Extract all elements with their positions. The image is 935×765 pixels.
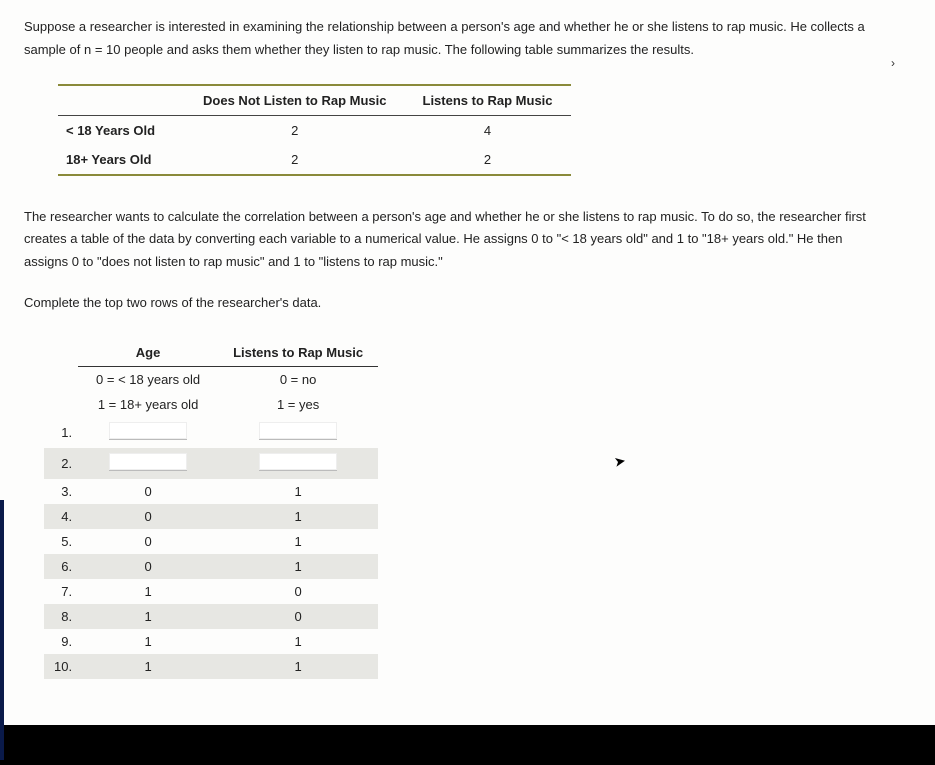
row-age-cell: 1 xyxy=(78,629,218,654)
dt-listen-key1: 1 = yes xyxy=(218,392,378,417)
data-table: Age Listens to Rap Music 0 = < 18 years … xyxy=(44,339,378,679)
dt-idx-header xyxy=(44,339,78,367)
row-age-cell: 0 xyxy=(78,529,218,554)
margin-note-mark: › xyxy=(891,56,895,70)
row-age-cell: 0 xyxy=(78,554,218,579)
row-age-cell: 0 xyxy=(78,479,218,504)
row-index: 10. xyxy=(44,654,78,679)
row-listen-cell[interactable] xyxy=(218,417,378,448)
dt-age-key0: 0 = < 18 years old xyxy=(78,366,218,392)
ct-r1c1: 2 xyxy=(185,115,404,145)
data-table-wrap: Age Listens to Rap Music 0 = < 18 years … xyxy=(44,339,911,679)
ct-r2c2: 2 xyxy=(405,145,571,175)
row-index: 7. xyxy=(44,579,78,604)
row-age-cell[interactable] xyxy=(78,417,218,448)
row-index: 5. xyxy=(44,529,78,554)
dt-blank xyxy=(44,366,78,392)
dt-listen-header: Listens to Rap Music xyxy=(218,339,378,367)
row-listen-cell: 0 xyxy=(218,579,378,604)
cursor-icon: ➤ xyxy=(613,452,628,471)
dt-age-header: Age xyxy=(78,339,218,367)
ct-col1-header: Does Not Listen to Rap Music xyxy=(185,85,404,116)
table-row: 6.01 xyxy=(44,554,378,579)
ct-col2-header: Listens to Rap Music xyxy=(405,85,571,116)
ct-row1-label: < 18 Years Old xyxy=(58,115,185,145)
row-age-cell: 1 xyxy=(78,604,218,629)
row-listen-cell: 1 xyxy=(218,629,378,654)
row-listen-cell: 0 xyxy=(218,604,378,629)
listen-input-blank[interactable] xyxy=(259,422,337,440)
ct-corner xyxy=(58,85,185,116)
table-row: 5.01 xyxy=(44,529,378,554)
instruction-text: Complete the top two rows of the researc… xyxy=(24,292,911,315)
row-index: 6. xyxy=(44,554,78,579)
table-row: 7.10 xyxy=(44,579,378,604)
dt-age-key1: 1 = 18+ years old xyxy=(78,392,218,417)
row-index: 1. xyxy=(44,417,78,448)
mid-line-2: creates a table of the data by convertin… xyxy=(24,231,842,246)
table-row: 4.01 xyxy=(44,504,378,529)
row-listen-cell: 1 xyxy=(218,529,378,554)
row-listen-cell[interactable] xyxy=(218,448,378,479)
row-index: 4. xyxy=(44,504,78,529)
dt-blank2 xyxy=(44,392,78,417)
row-listen-cell: 1 xyxy=(218,479,378,504)
row-listen-cell: 1 xyxy=(218,654,378,679)
ct-r1c2: 4 xyxy=(405,115,571,145)
row-listen-cell: 1 xyxy=(218,554,378,579)
row-listen-cell: 1 xyxy=(218,504,378,529)
table-row: 3.01 xyxy=(44,479,378,504)
row-age-cell: 1 xyxy=(78,654,218,679)
intro-line-1: Suppose a researcher is interested in ex… xyxy=(24,19,865,34)
row-index: 9. xyxy=(44,629,78,654)
age-input-blank[interactable] xyxy=(109,453,187,471)
row-age-cell: 0 xyxy=(78,504,218,529)
table-row: 10.11 xyxy=(44,654,378,679)
contingency-table: Does Not Listen to Rap Music Listens to … xyxy=(58,84,571,176)
intro-paragraph: Suppose a researcher is interested in ex… xyxy=(24,16,911,62)
table-row: 2. xyxy=(44,448,378,479)
row-index: 8. xyxy=(44,604,78,629)
table-row: 1. xyxy=(44,417,378,448)
mid-line-1: The researcher wants to calculate the co… xyxy=(24,209,866,224)
table-row: 8.10 xyxy=(44,604,378,629)
dt-listen-key0: 0 = no xyxy=(218,366,378,392)
left-edge-decor xyxy=(0,500,4,760)
row-age-cell[interactable] xyxy=(78,448,218,479)
listen-input-blank[interactable] xyxy=(259,453,337,471)
footer-bar xyxy=(0,725,935,765)
row-index: 2. xyxy=(44,448,78,479)
row-index: 3. xyxy=(44,479,78,504)
mid-line-3: assigns 0 to "does not listen to rap mus… xyxy=(24,254,443,269)
mid-paragraph: The researcher wants to calculate the co… xyxy=(24,206,911,274)
table-row: 9.11 xyxy=(44,629,378,654)
ct-row2-label: 18+ Years Old xyxy=(58,145,185,175)
contingency-table-wrap: Does Not Listen to Rap Music Listens to … xyxy=(58,84,911,176)
ct-r2c1: 2 xyxy=(185,145,404,175)
intro-line-2: sample of n = 10 people and asks them wh… xyxy=(24,42,694,57)
row-age-cell: 1 xyxy=(78,579,218,604)
age-input-blank[interactable] xyxy=(109,422,187,440)
